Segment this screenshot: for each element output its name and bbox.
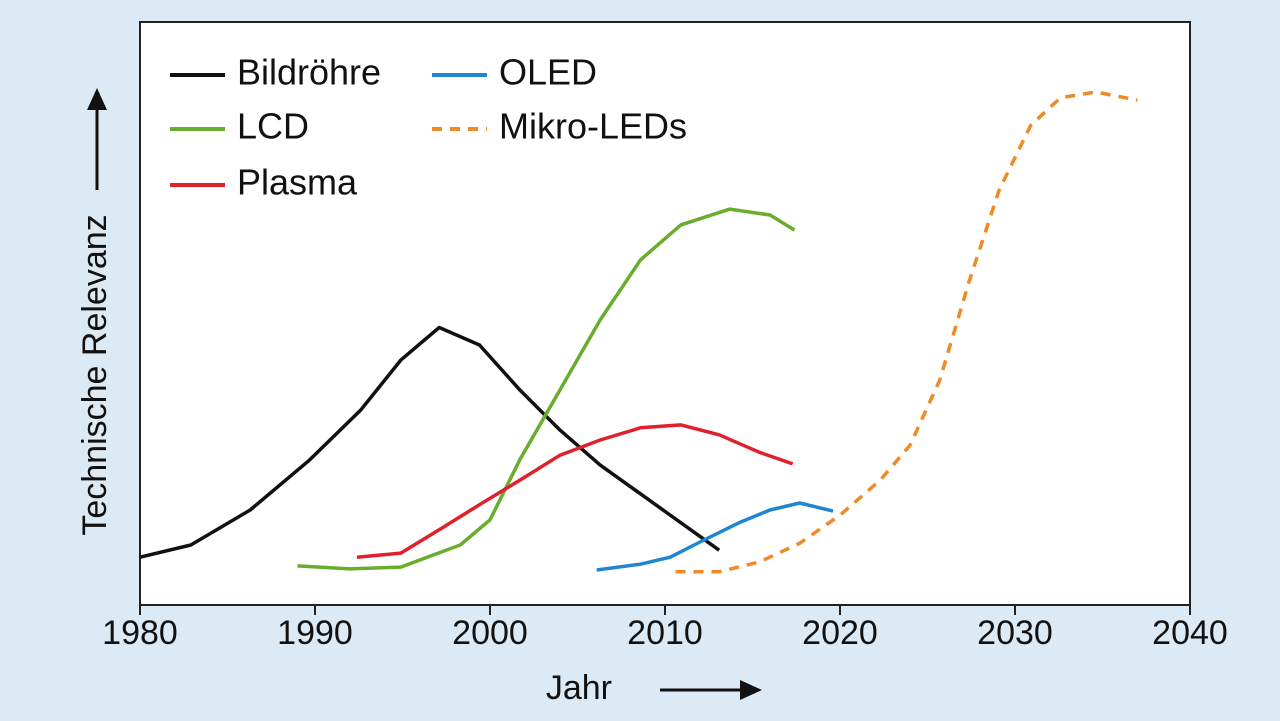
series-line xyxy=(356,423,794,559)
x-tick-label: 2030 xyxy=(977,614,1053,652)
legend-label: Plasma xyxy=(237,162,358,203)
series-line xyxy=(675,90,1138,574)
series-line xyxy=(596,501,834,572)
y-arrow xyxy=(87,88,107,190)
series-line xyxy=(297,207,796,571)
x-arrow xyxy=(660,680,762,700)
plot-area xyxy=(139,21,1191,606)
x-tick-label: 2000 xyxy=(452,614,528,652)
series-line xyxy=(139,325,721,559)
x-tick-label: 2020 xyxy=(802,614,878,652)
y-axis-label: Technische Relevanz xyxy=(76,214,114,535)
x-tick-label: 2010 xyxy=(627,614,703,652)
x-tick-label: 2040 xyxy=(1152,614,1228,652)
x-axis-label: Jahr xyxy=(546,669,612,707)
x-tick-label: 1990 xyxy=(277,614,353,652)
legend-label: Bildröhre xyxy=(237,52,381,93)
legend-label: Mikro-LEDs xyxy=(499,106,687,147)
legend-label: OLED xyxy=(499,52,597,93)
legend-label: LCD xyxy=(237,106,309,147)
x-tick-label: 1980 xyxy=(102,614,178,652)
